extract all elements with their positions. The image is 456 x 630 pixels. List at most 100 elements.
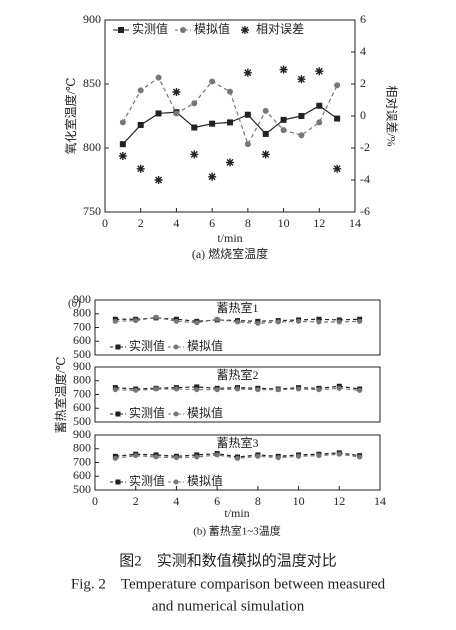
x-tick-label: 10 — [293, 494, 305, 508]
legend-label: 实测值 — [129, 473, 165, 488]
x-tick-label: 8 — [245, 216, 251, 230]
y-tick-label: 900 — [73, 427, 91, 441]
marker — [112, 387, 118, 393]
marker — [191, 100, 198, 107]
marker — [172, 88, 181, 96]
y-tick-label: 600 — [73, 333, 91, 347]
y2-tick-label: 0 — [360, 108, 366, 122]
y-tick-label: 700 — [73, 454, 91, 468]
marker — [296, 386, 302, 392]
marker — [115, 344, 121, 350]
marker — [153, 454, 159, 460]
marker — [173, 110, 180, 117]
marker — [194, 320, 200, 326]
marker — [115, 411, 121, 417]
y-axis-label: 氧化室温度/℃ — [63, 78, 78, 155]
marker — [316, 387, 322, 393]
legend-label: 相对误差 — [256, 22, 304, 36]
legend-label: 实测值 — [129, 405, 165, 420]
marker — [279, 65, 288, 74]
y-tick-label: 600 — [73, 468, 91, 482]
y2-tick-label: 2 — [360, 76, 366, 90]
marker — [226, 158, 234, 167]
marker — [255, 387, 261, 393]
marker — [334, 82, 341, 89]
y2-tick-label: -4 — [360, 172, 370, 186]
y-tick-label: 750 — [83, 204, 101, 218]
y-axis-label: 蓄热室温度/℃ — [53, 357, 68, 434]
y2-axis-label: 相对误差/% — [384, 85, 398, 146]
y-tick-label: 900 — [73, 359, 91, 373]
marker — [227, 119, 233, 126]
x-tick-label: 8 — [255, 494, 261, 508]
marker — [296, 318, 302, 324]
y-tick-label: 850 — [83, 76, 101, 90]
figure-caption: and numerical simulation — [152, 598, 305, 614]
marker — [262, 130, 269, 137]
marker — [118, 152, 127, 160]
y-tick-label: 900 — [83, 12, 101, 26]
marker — [316, 102, 323, 109]
marker — [119, 119, 126, 126]
y-tick-label: 800 — [73, 441, 91, 455]
marker — [357, 387, 363, 393]
y-tick-label: 800 — [83, 140, 101, 154]
x-tick-label: 10 — [278, 216, 290, 230]
y-tick-label: 500 — [73, 482, 91, 496]
marker — [316, 316, 322, 322]
marker — [118, 27, 124, 33]
marker — [115, 479, 121, 485]
marker — [255, 320, 261, 326]
marker — [316, 119, 323, 126]
marker — [296, 453, 302, 459]
marker — [333, 164, 342, 173]
legend-label: 模拟值 — [194, 21, 230, 36]
y2-tick-label: -2 — [360, 140, 370, 154]
marker — [336, 319, 342, 325]
marker — [154, 176, 163, 184]
marker — [316, 453, 322, 459]
marker — [119, 141, 126, 148]
x-axis-label: t/min — [217, 231, 242, 245]
x-tick-label: 14 — [349, 216, 361, 230]
marker — [235, 386, 240, 392]
marker — [173, 411, 179, 417]
y-tick-label: 700 — [73, 386, 91, 400]
marker — [136, 164, 145, 173]
plot-frame — [104, 19, 356, 213]
marker — [137, 87, 144, 94]
marker — [155, 74, 162, 81]
marker — [275, 455, 281, 461]
x-tick-label: 12 — [333, 494, 345, 508]
panel-caption: (b) 蓄热室1~3温度 — [193, 524, 281, 538]
marker — [180, 27, 186, 33]
marker — [214, 452, 220, 458]
marker — [261, 150, 270, 159]
marker — [194, 387, 200, 393]
marker — [209, 78, 216, 85]
marker — [235, 455, 240, 461]
marker — [153, 314, 159, 320]
marker — [153, 386, 159, 392]
marker — [227, 88, 233, 95]
legend-label: 模拟值 — [187, 405, 223, 420]
marker — [133, 453, 139, 459]
marker — [194, 384, 200, 390]
marker — [208, 172, 217, 181]
y-tick-label: 800 — [73, 306, 91, 320]
marker — [235, 319, 240, 325]
marker — [173, 455, 179, 461]
marker — [243, 68, 252, 77]
marker — [214, 387, 220, 393]
marker — [194, 454, 200, 460]
marker — [191, 124, 198, 131]
y-tick-label: 900 — [73, 292, 91, 306]
marker — [298, 113, 305, 119]
marker — [173, 344, 179, 350]
x-tick-label: 14 — [374, 494, 386, 508]
x-tick-label: 0 — [92, 494, 98, 508]
marker — [297, 75, 306, 84]
y-tick-label: 500 — [73, 414, 91, 428]
panel-title: 蓄热室1 — [216, 300, 258, 315]
